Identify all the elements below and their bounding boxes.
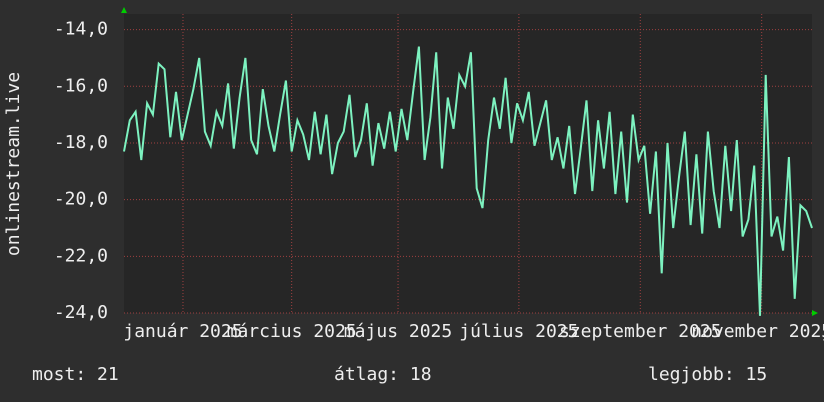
footer-label: legjobb: — [648, 364, 735, 385]
x-tick-label: július 2025 — [459, 321, 578, 342]
footer-stat: legjobb: 15 — [648, 364, 767, 385]
footer-stat: átlag: 18 — [334, 364, 432, 385]
x-tick-label: május 2025 — [344, 321, 452, 342]
axis-arrow — [121, 7, 127, 13]
footer-value: 21 — [97, 364, 119, 385]
y-tick-label: -18,0 — [54, 132, 108, 153]
axis-arrow — [812, 310, 818, 316]
footer-label: most: — [32, 364, 86, 385]
x-tick-label: november 2025 — [691, 321, 824, 342]
y-tick-label: -14,0 — [54, 19, 108, 40]
y-axis-title: onlinestream.live — [3, 72, 24, 256]
footer-value: 15 — [746, 364, 768, 385]
x-tick-label: szeptember 2025 — [559, 321, 722, 342]
plot-area — [124, 14, 812, 313]
footer-value: 18 — [410, 364, 432, 385]
x-tick-label: január 2026 — [822, 321, 824, 342]
y-tick-label: -16,0 — [54, 75, 108, 96]
data-line — [123, 46, 813, 316]
footer-stat: most: 21 — [32, 364, 119, 385]
x-tick-label: március 2025 — [227, 321, 357, 342]
y-tick-label: -24,0 — [54, 302, 108, 323]
footer-label: átlag: — [334, 364, 399, 385]
y-tick-label: -20,0 — [54, 189, 108, 210]
x-tick-label: január 2025 — [123, 321, 242, 342]
y-tick-label: -22,0 — [54, 245, 108, 266]
